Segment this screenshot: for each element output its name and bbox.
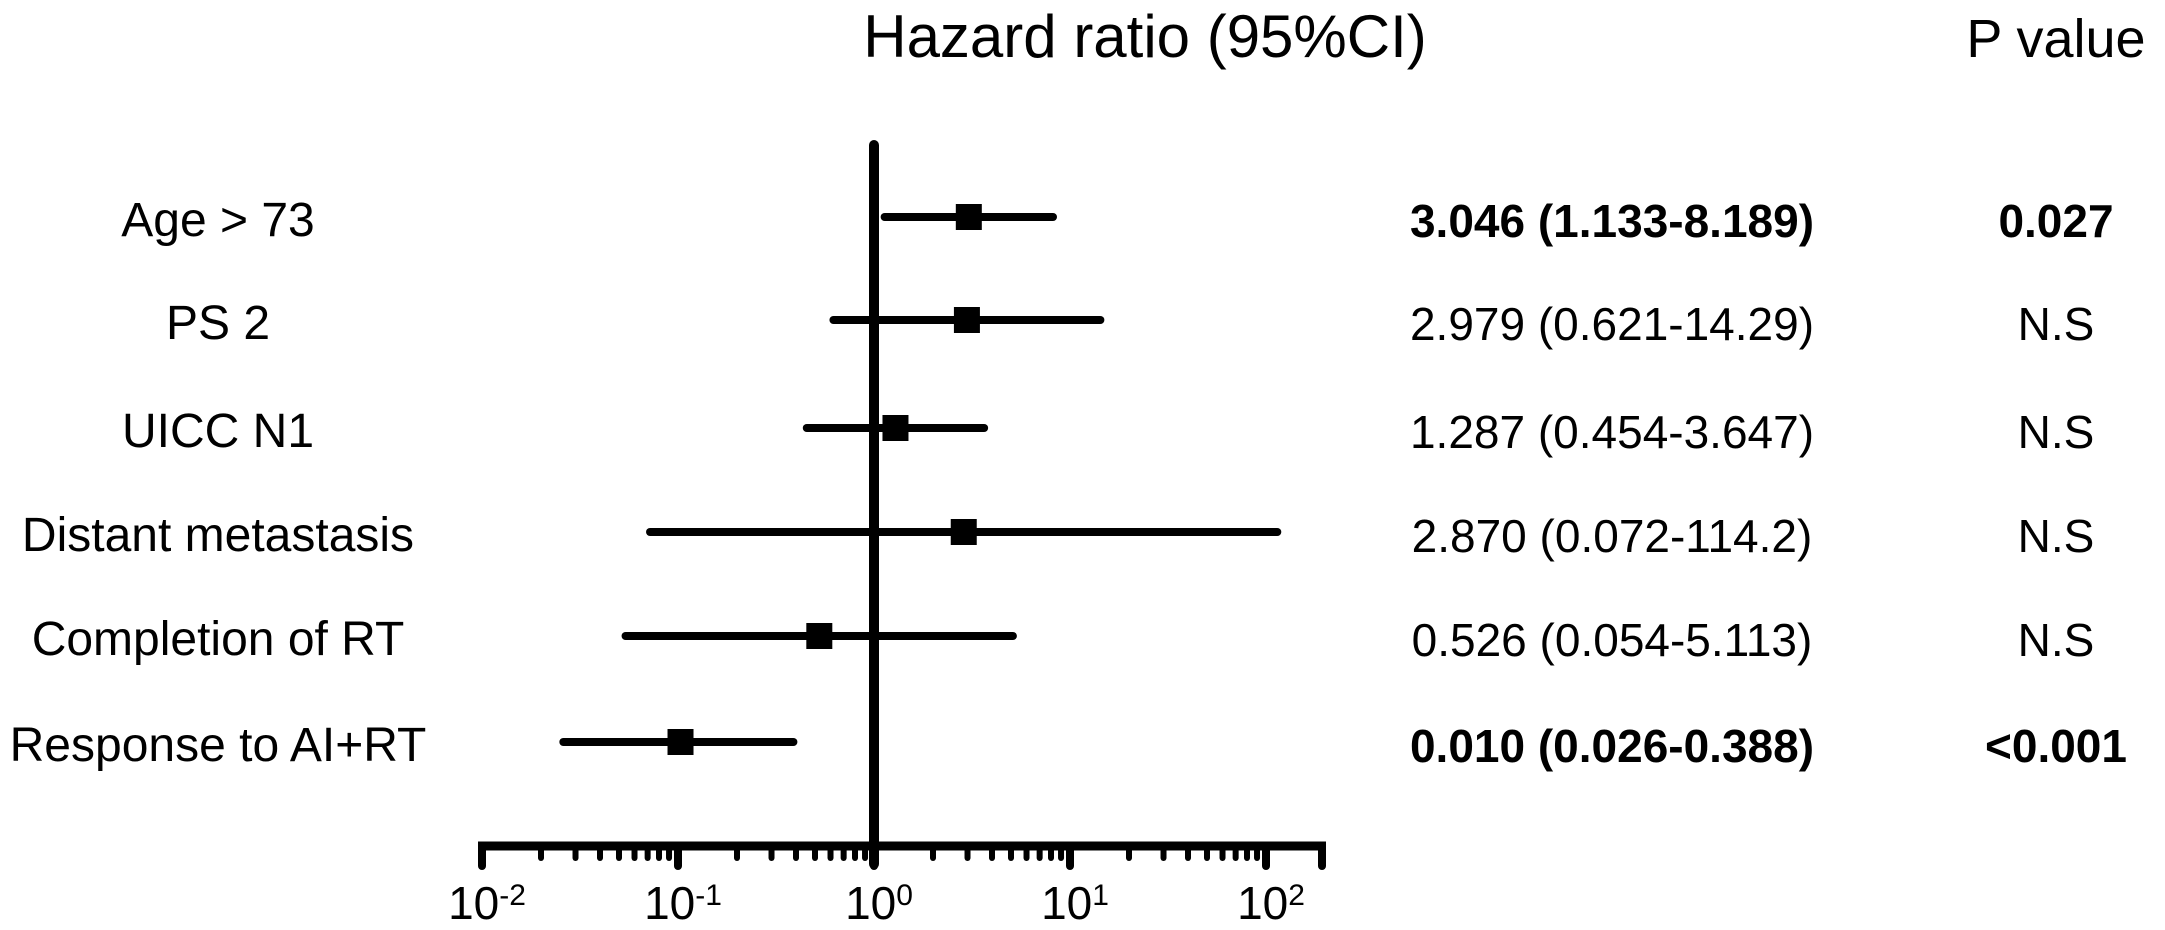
hr-ci-value: 3.046 (1.133-8.189) [1409,195,1815,247]
hr-marker [953,307,980,333]
p-value: 0.027 [1998,195,2114,247]
axis-tick-label: 10-1 [608,880,758,926]
p-value: N.S [2017,406,2095,458]
hr-marker [950,519,977,545]
tick-base: 10 [448,877,500,929]
p-value: <0.001 [1985,720,2127,772]
row-label: PS 2 [165,297,271,350]
tick-exponent: -1 [695,878,722,912]
hr-marker [955,204,982,230]
tick-base: 10 [644,877,696,929]
axis-tick-label: 102 [1196,880,1346,926]
tick-base: 10 [845,877,897,929]
hr-marker [667,729,694,755]
p-value: N.S [2017,614,2095,666]
tick-exponent: 0 [896,878,913,912]
axis-tick-label: 100 [804,880,954,926]
hr-marker [806,623,833,649]
p-value: N.S [2017,298,2095,350]
row-label: UICC N1 [121,405,315,458]
row-label: Age > 73 [121,194,315,247]
row-label: Response to AI+RT [9,719,427,772]
row-label: Completion of RT [31,613,405,666]
tick-exponent: 1 [1092,878,1109,912]
row-label: Distant metastasis [21,509,415,562]
tick-exponent: 2 [1288,878,1305,912]
tick-exponent: -2 [499,878,526,912]
tick-base: 10 [1237,877,1289,929]
axis-tick-label: 101 [1000,880,1150,926]
p-value-column-header: P value [1966,9,2146,69]
tick-base: 10 [1041,877,1093,929]
axis-tick-label: 10-2 [412,880,562,926]
hr-ci-value: 1.287 (0.454-3.647) [1409,406,1815,458]
hr-marker [882,415,909,441]
chart-title: Hazard ratio (95%CI) [863,3,1427,70]
hr-ci-value: 2.870 (0.072-114.2) [1411,510,1813,562]
hr-ci-value: 0.526 (0.054-5.113) [1411,614,1813,666]
hr-ci-value: 2.979 (0.621-14.29) [1409,298,1815,350]
hr-ci-value: 0.010 (0.026-0.388) [1409,720,1815,772]
p-value: N.S [2017,510,2095,562]
